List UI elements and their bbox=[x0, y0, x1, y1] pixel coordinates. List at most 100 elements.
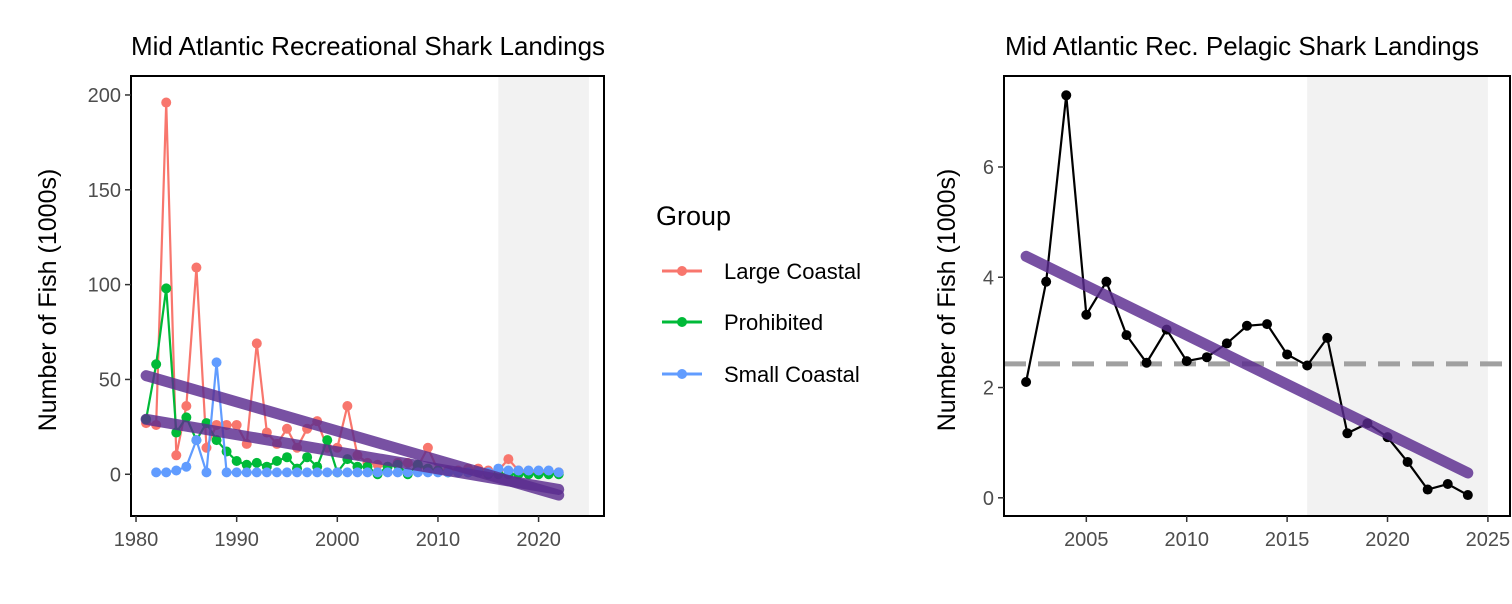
left-chart-x-tick-label: 1980 bbox=[114, 529, 159, 551]
left-chart: Mid Atlantic Recreational Shark Landings… bbox=[34, 31, 605, 551]
left-chart-small-coastal-point bbox=[191, 435, 202, 446]
right-chart-y-tick-label: 0 bbox=[983, 488, 994, 510]
left-chart-prohibited-point bbox=[211, 435, 222, 446]
left-chart-x-tick-label: 2020 bbox=[516, 529, 561, 551]
left-chart-prohibited-point bbox=[221, 446, 232, 457]
legend-item-large-coastal: Large Coastal bbox=[662, 259, 861, 284]
left-chart-small-coastal-point bbox=[241, 467, 252, 478]
left-chart-y-tick-label: 150 bbox=[88, 180, 121, 202]
right-chart-x-tick-label: 2020 bbox=[1365, 529, 1410, 551]
left-chart-small-coastal-point bbox=[382, 467, 393, 478]
left-chart-large-coastal-point bbox=[281, 423, 292, 434]
right-chart-series-point bbox=[1221, 338, 1232, 349]
left-chart-x-tick-label: 1990 bbox=[214, 529, 259, 551]
left-chart-small-coastal-point bbox=[352, 467, 363, 478]
right-chart-plot-area: 2005 2010 2015 2020 2025 0 2 4 6 bbox=[983, 75, 1511, 551]
left-chart-small-coastal-point bbox=[513, 465, 524, 476]
left-chart-large-coastal-line bbox=[145, 102, 559, 474]
left-chart-small-coastal-point bbox=[271, 467, 282, 478]
legend-title: Group bbox=[656, 201, 731, 231]
left-chart-large-coastal-point bbox=[181, 401, 192, 411]
left-chart-prohibited-point bbox=[271, 456, 282, 466]
left-chart-small-coastal-point bbox=[402, 467, 413, 478]
right-chart-panel-border bbox=[1003, 75, 1511, 517]
right-chart-series-point bbox=[1201, 352, 1212, 363]
right-chart-series-point bbox=[1241, 320, 1252, 331]
legend-label: Large Coastal bbox=[724, 259, 861, 284]
right-chart-series-point bbox=[1422, 484, 1433, 495]
left-chart-panel-border bbox=[130, 75, 605, 517]
left-chart-small-coastal-point bbox=[503, 465, 514, 476]
legend-label: Prohibited bbox=[724, 310, 823, 335]
right-chart-series-point bbox=[1041, 276, 1052, 287]
left-chart-small-coastal-point bbox=[261, 467, 272, 478]
legend-key-marker bbox=[677, 266, 687, 276]
left-chart-small-coastal-point bbox=[251, 467, 262, 478]
left-chart-small-coastal-point bbox=[281, 467, 292, 478]
right-chart-series-point bbox=[1282, 349, 1293, 360]
right-chart-series-point bbox=[1442, 479, 1453, 490]
left-chart-small-coastal-point bbox=[362, 467, 373, 478]
legend-key-marker bbox=[677, 369, 687, 379]
right-chart-title: Mid Atlantic Rec. Pelagic Shark Landings bbox=[1005, 31, 1479, 61]
legend-key-marker bbox=[677, 317, 687, 327]
left-chart-prohibited-point bbox=[281, 452, 292, 463]
left-chart-x-tick-label: 2000 bbox=[315, 529, 360, 551]
right-chart-x-tick-label: 2005 bbox=[1064, 529, 1109, 551]
right-chart-series-point bbox=[1121, 330, 1132, 341]
left-chart-y-tick-label: 50 bbox=[99, 369, 121, 391]
legend-item-small-coastal: Small Coastal bbox=[662, 362, 860, 387]
legend-item-prohibited: Prohibited bbox=[662, 310, 823, 335]
right-chart-series-point bbox=[1402, 456, 1413, 467]
right-chart-x-tick-label: 2015 bbox=[1265, 529, 1310, 551]
left-chart-small-coastal-point bbox=[302, 467, 313, 478]
right-chart-y-axis-label: Number of Fish (1000s) bbox=[933, 169, 961, 432]
right-chart-x-tick-label: 2025 bbox=[1466, 529, 1511, 551]
left-chart-y-tick-label: 0 bbox=[110, 464, 121, 486]
left-chart-small-coastal-point bbox=[553, 467, 564, 478]
left-chart-prohibited-point bbox=[231, 456, 242, 466]
right-chart-series-point bbox=[1181, 356, 1192, 367]
left-chart-small-coastal-point bbox=[392, 467, 403, 478]
left-chart-y-axis-label: Number of Fish (1000s) bbox=[34, 169, 62, 432]
legend: Group Large Coastal Prohibited Small Coa… bbox=[656, 201, 861, 387]
left-chart-x-tick-label: 2010 bbox=[416, 529, 461, 551]
right-chart-trend-line bbox=[1020, 250, 1474, 479]
left-chart-prohibited-point bbox=[151, 359, 162, 370]
right-chart-series-point bbox=[1081, 309, 1092, 320]
left-chart-small-coastal-point bbox=[161, 467, 172, 478]
left-chart-large-coastal-point bbox=[161, 97, 172, 108]
left-chart-small-coastal-point bbox=[322, 467, 333, 478]
left-chart-large-coastal-point bbox=[422, 442, 433, 453]
right-chart-series-point bbox=[1342, 428, 1353, 439]
right-chart-series-point bbox=[1322, 332, 1333, 343]
left-chart-large-coastal-point bbox=[342, 401, 353, 411]
left-chart-prohibited-point bbox=[161, 283, 172, 294]
left-chart-large-coastal-point bbox=[231, 419, 242, 430]
left-chart-small-coastal-point bbox=[151, 467, 162, 478]
left-chart-prohibited-point bbox=[181, 412, 192, 423]
left-chart-small-coastal-point bbox=[221, 467, 232, 478]
right-chart-series-point bbox=[1141, 357, 1152, 368]
left-chart-small-coastal-point bbox=[543, 465, 554, 476]
left-chart-small-coastal-point bbox=[493, 463, 504, 474]
right-chart-series-point bbox=[1302, 360, 1313, 371]
right-chart-series-point bbox=[1101, 276, 1112, 287]
left-chart-small-coastal-point bbox=[211, 357, 222, 368]
right-chart-series-point bbox=[1462, 490, 1473, 501]
right-chart-y-tick-label: 4 bbox=[983, 267, 994, 289]
right-chart-y-tick-label: 6 bbox=[983, 157, 994, 179]
right-chart: Mid Atlantic Rec. Pelagic Shark Landings… bbox=[933, 31, 1511, 551]
left-chart-prohibited-point bbox=[302, 452, 313, 463]
right-chart-series-point bbox=[1021, 377, 1032, 388]
right-chart-series-point bbox=[1061, 90, 1072, 101]
left-chart-small-coastal-point bbox=[231, 467, 242, 478]
legend-label: Small Coastal bbox=[724, 362, 860, 387]
left-chart-small-coastal-point bbox=[372, 467, 383, 478]
left-chart-small-coastal-point bbox=[533, 465, 544, 476]
left-chart-plot-area: 1980 1990 2000 2010 2020 0 50 100 150 200 bbox=[88, 75, 605, 551]
right-chart-series-point bbox=[1262, 319, 1273, 330]
left-chart-prohibited-point bbox=[241, 459, 252, 470]
left-chart-small-coastal-point bbox=[292, 467, 303, 478]
